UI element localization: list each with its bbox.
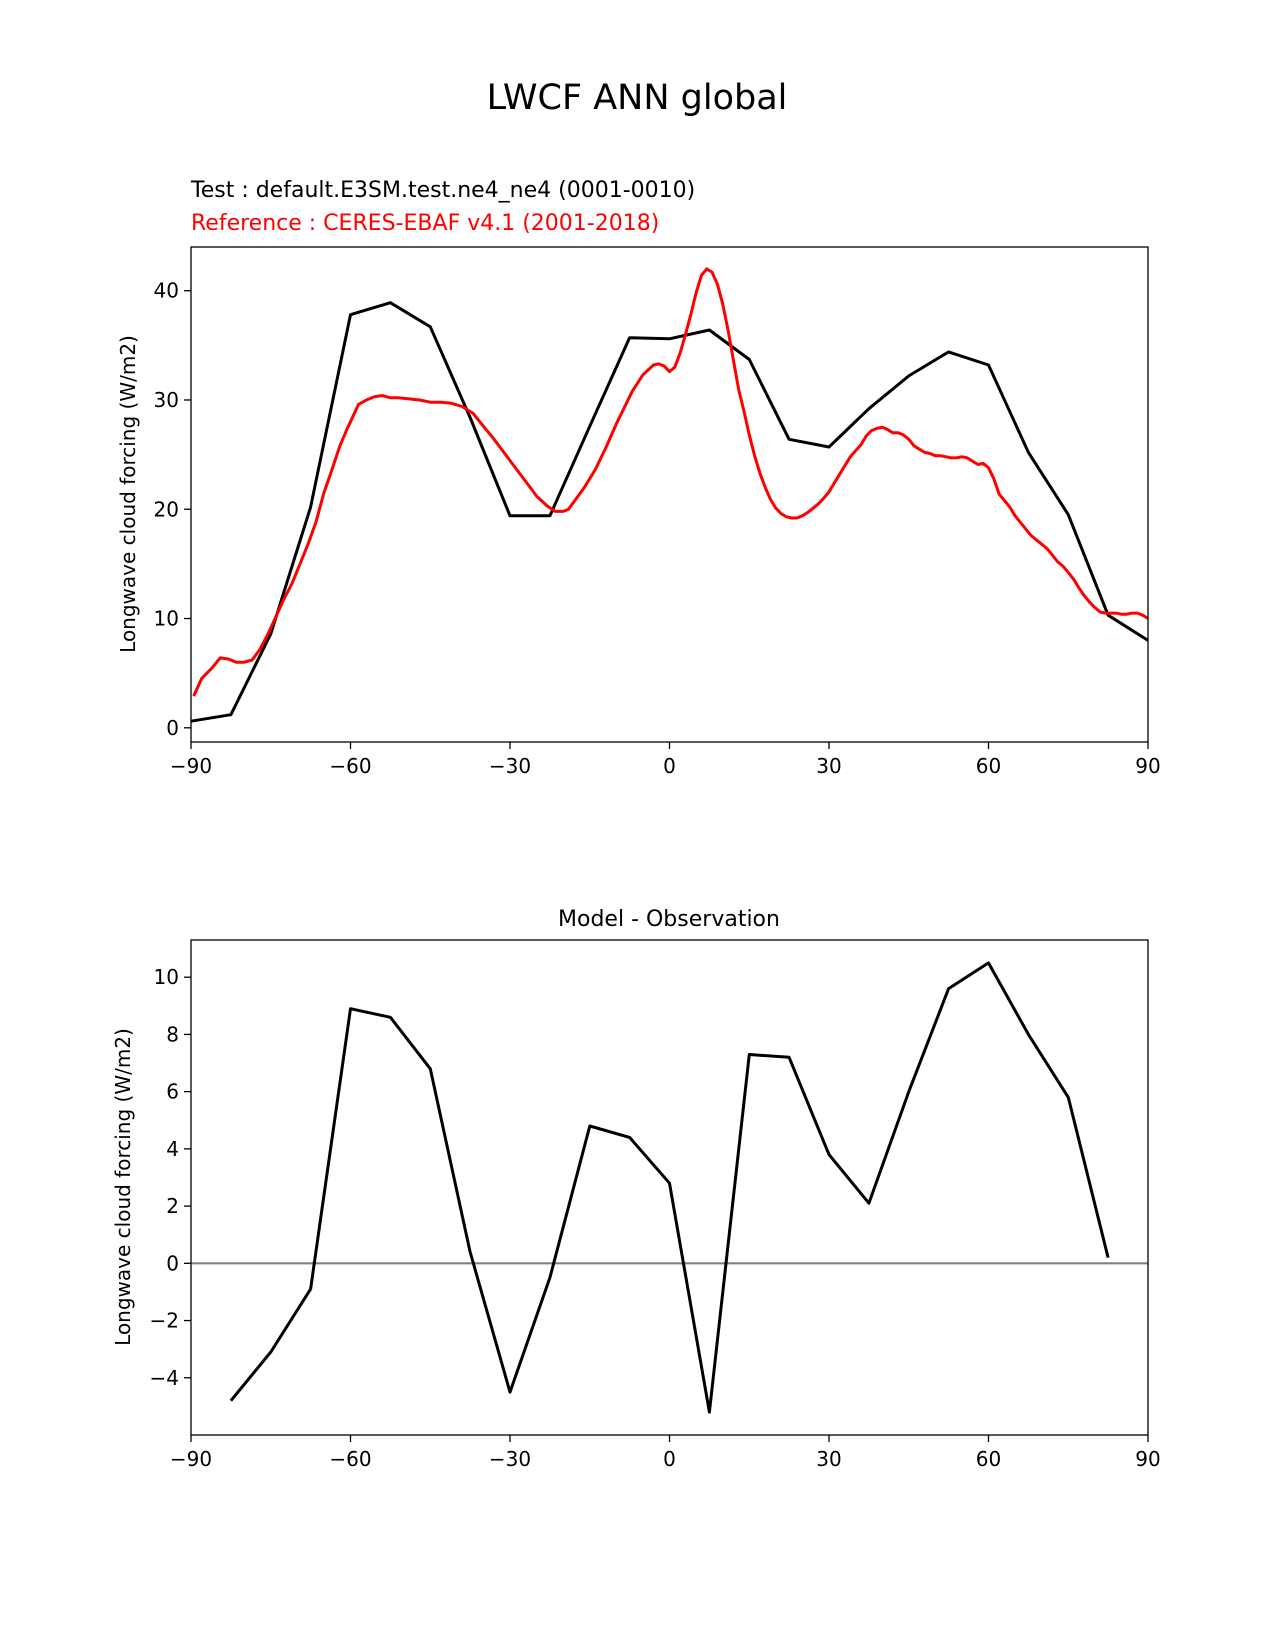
y-tick-label: 10 bbox=[154, 607, 179, 631]
x-tick-label: −60 bbox=[329, 1447, 371, 1471]
test-series-line bbox=[190, 301, 1149, 723]
x-tick-label: 60 bbox=[976, 1447, 1001, 1471]
x-tick-label: 30 bbox=[816, 754, 841, 778]
bottom-panel-line-chart: Model - Observation −90 −60 −30 0 30 60 90−4−2… bbox=[111, 907, 1161, 1471]
y-tick-label: 20 bbox=[154, 497, 179, 521]
y-tick-label: 4 bbox=[166, 1137, 179, 1161]
x-tick-label: 60 bbox=[976, 754, 1001, 778]
bottom-panel-ylabel: Longwave cloud forcing (W/m2) bbox=[111, 1028, 135, 1346]
y-tick-label: 30 bbox=[154, 388, 179, 412]
x-tick-label: −30 bbox=[489, 1447, 531, 1471]
test-subtitle: Test : default.E3SM.test.ne4_ne4 (0001-0… bbox=[190, 178, 695, 203]
y-tick-label: 0 bbox=[166, 1251, 179, 1275]
y-tick-label: 10 bbox=[154, 965, 179, 989]
y-tick-label: −2 bbox=[150, 1309, 179, 1333]
y-tick-label: 8 bbox=[166, 1022, 179, 1046]
bottom-panel-title: Model - Observation bbox=[558, 907, 780, 932]
figure-title: LWCF ANN global bbox=[487, 78, 788, 118]
top-panel-line-chart: Test : default.E3SM.test.ne4_ne4 (0001-0… bbox=[116, 178, 1161, 778]
top-panel-series bbox=[190, 267, 1149, 723]
reference-subtitle: Reference : CERES-EBAF v4.1 (2001-2018) bbox=[191, 211, 659, 236]
y-tick-label: −4 bbox=[150, 1366, 179, 1390]
reference-series-line bbox=[192, 267, 1149, 697]
x-tick-label: 90 bbox=[1135, 1447, 1160, 1471]
top-panel-frame bbox=[190, 246, 1149, 743]
bottom-panel-series bbox=[229, 961, 1110, 1414]
y-tick-label: 2 bbox=[166, 1194, 179, 1218]
bottom-panel-ticks: −90 −60 −30 0 30 60 90 −4 −2 0 2 4 6 8 10 bbox=[150, 965, 1161, 1471]
top-panel-ylabel: Longwave cloud forcing (W/m2) bbox=[116, 335, 140, 653]
top-panel-ticks: −90 −60 −30 0 30 60 90 0 10 20 30 40 bbox=[154, 279, 1161, 778]
y-tick-label: 6 bbox=[166, 1080, 179, 1104]
x-tick-label: −30 bbox=[489, 754, 531, 778]
x-tick-label: 0 bbox=[663, 754, 676, 778]
x-tick-label: 90 bbox=[1135, 754, 1160, 778]
x-tick-label: −90 bbox=[170, 754, 212, 778]
bottom-panel-frame bbox=[190, 939, 1149, 1436]
x-tick-label: −90 bbox=[170, 1447, 212, 1471]
x-tick-label: 0 bbox=[663, 1447, 676, 1471]
x-tick-label: −60 bbox=[329, 754, 371, 778]
difference-series-line bbox=[229, 961, 1110, 1414]
x-tick-label: 30 bbox=[816, 1447, 841, 1471]
y-tick-label: 40 bbox=[154, 279, 179, 303]
y-tick-label: 0 bbox=[166, 716, 179, 740]
